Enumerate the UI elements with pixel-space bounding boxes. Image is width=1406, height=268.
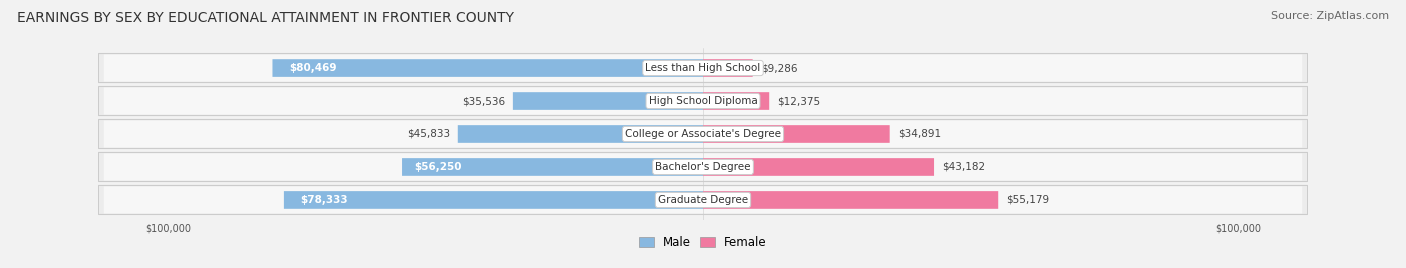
FancyBboxPatch shape [104,54,1302,81]
FancyBboxPatch shape [104,121,1302,147]
FancyBboxPatch shape [104,187,1302,214]
FancyBboxPatch shape [104,154,1302,181]
Text: $9,286: $9,286 [761,63,797,73]
Text: $45,833: $45,833 [406,129,450,139]
FancyBboxPatch shape [98,87,1308,116]
Text: $43,182: $43,182 [942,162,986,172]
Text: Graduate Degree: Graduate Degree [658,195,748,205]
Text: $78,333: $78,333 [301,195,349,205]
Text: Bachelor's Degree: Bachelor's Degree [655,162,751,172]
FancyBboxPatch shape [98,54,1308,83]
Text: College or Associate's Degree: College or Associate's Degree [626,129,780,139]
FancyBboxPatch shape [284,191,703,209]
FancyBboxPatch shape [273,59,703,77]
FancyBboxPatch shape [402,158,703,176]
FancyBboxPatch shape [703,59,752,77]
Text: $35,536: $35,536 [461,96,505,106]
FancyBboxPatch shape [703,191,998,209]
Legend: Male, Female: Male, Female [637,234,769,252]
FancyBboxPatch shape [98,152,1308,181]
Text: High School Diploma: High School Diploma [648,96,758,106]
FancyBboxPatch shape [458,125,703,143]
Text: Source: ZipAtlas.com: Source: ZipAtlas.com [1271,11,1389,21]
FancyBboxPatch shape [104,87,1302,114]
FancyBboxPatch shape [703,125,890,143]
FancyBboxPatch shape [98,120,1308,148]
Text: $55,179: $55,179 [1007,195,1049,205]
Text: $80,469: $80,469 [290,63,337,73]
FancyBboxPatch shape [703,92,769,110]
Text: Less than High School: Less than High School [645,63,761,73]
FancyBboxPatch shape [513,92,703,110]
FancyBboxPatch shape [98,185,1308,214]
Text: $34,891: $34,891 [897,129,941,139]
Text: EARNINGS BY SEX BY EDUCATIONAL ATTAINMENT IN FRONTIER COUNTY: EARNINGS BY SEX BY EDUCATIONAL ATTAINMEN… [17,11,513,25]
Text: $56,250: $56,250 [415,162,461,172]
FancyBboxPatch shape [703,158,934,176]
Text: $12,375: $12,375 [778,96,820,106]
